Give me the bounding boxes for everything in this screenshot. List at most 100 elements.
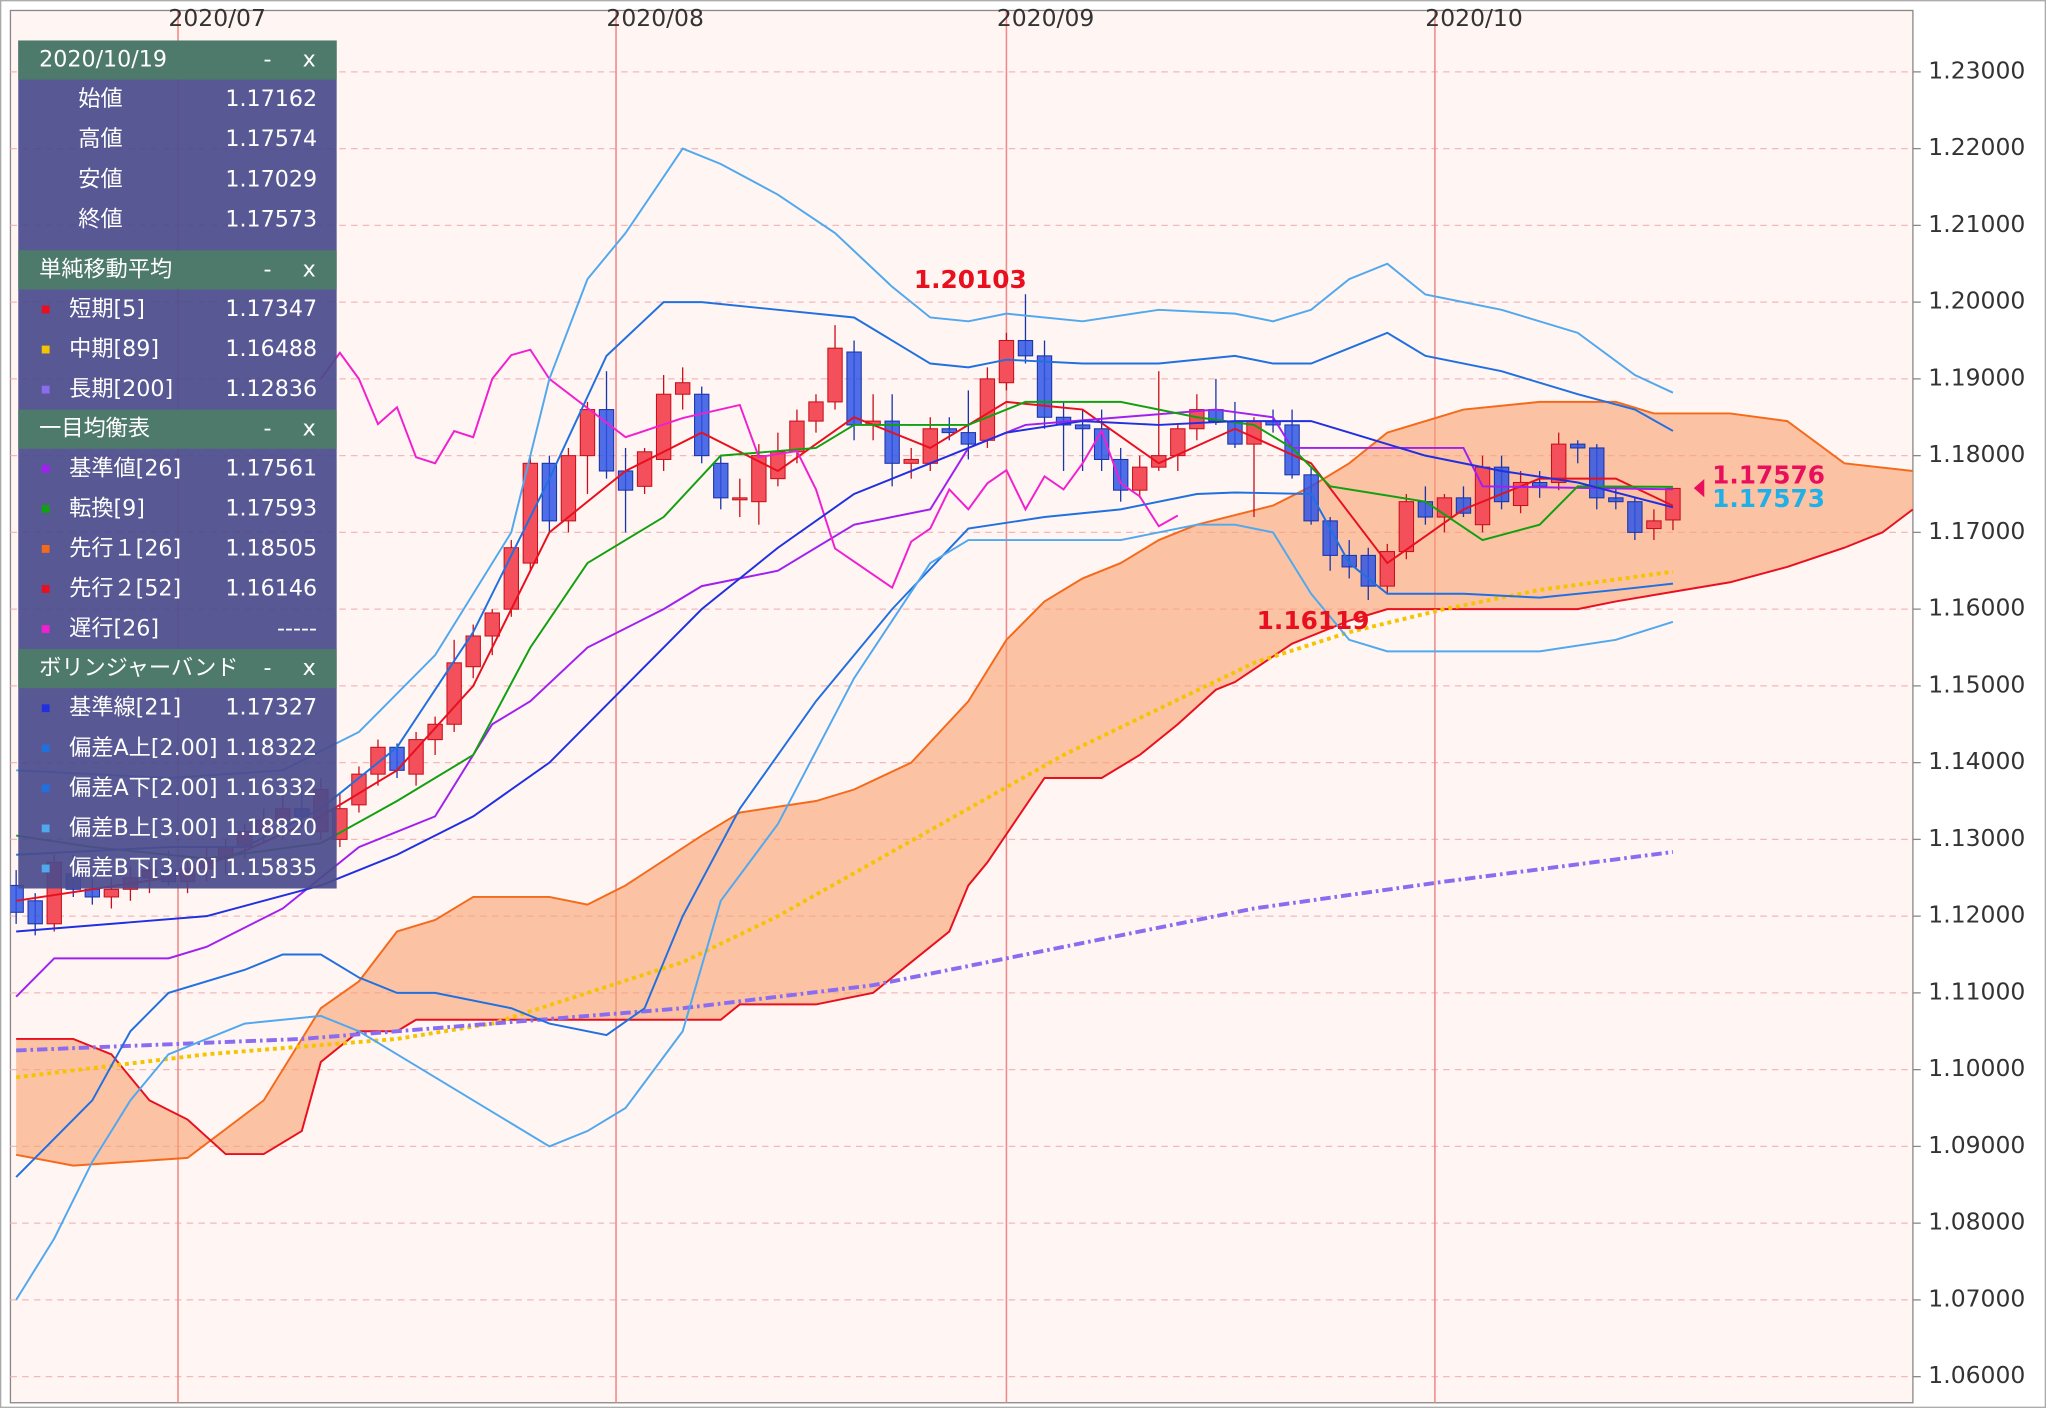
candle-body <box>789 420 805 453</box>
candle-body <box>427 723 443 741</box>
row-label: 中期[89] <box>69 336 159 362</box>
candle-body <box>713 462 729 499</box>
candle-body <box>1132 466 1148 491</box>
row-label: 始値 <box>78 86 122 112</box>
row-value: 1.17573 <box>225 206 317 232</box>
row-value: 1.17593 <box>225 495 317 521</box>
legend-swatch <box>41 704 50 713</box>
candle-body <box>1550 443 1567 484</box>
y-tick-label: 1.23000 <box>1928 56 2025 84</box>
close-button[interactable]: x <box>303 47 316 73</box>
row-value: 1.15835 <box>225 855 317 881</box>
close-button[interactable]: x <box>303 655 316 681</box>
candle-body <box>560 455 577 522</box>
row-label: 基準線[21] <box>69 695 181 721</box>
indicator-line <box>16 420 1674 933</box>
x-tick-label: 2020/07 <box>168 4 266 32</box>
candle-body <box>1360 554 1376 587</box>
high-label: 1.20103 <box>914 265 1027 294</box>
low-label: 1.16119 <box>1257 606 1370 635</box>
candle-body <box>827 347 843 403</box>
indicator-line <box>15 523 1674 1301</box>
candle-body <box>1036 355 1053 418</box>
y-tick-label: 1.19000 <box>1928 363 2025 391</box>
candle-body <box>484 612 500 637</box>
candle-body <box>1608 497 1624 503</box>
candle-body <box>1227 420 1243 445</box>
candle-body <box>370 746 386 775</box>
row-label: 偏差A上[2.00] <box>69 735 217 761</box>
y-tick-label: 1.10000 <box>1928 1054 2025 1082</box>
row-label: 高値 <box>78 126 122 152</box>
axes: 1.06000 1.07000 1.08000 1.09000 1.10000 1.110… <box>168 4 2025 1389</box>
candle-body <box>884 420 900 464</box>
row-value: 1.17327 <box>225 695 317 721</box>
indicator-line <box>15 491 1674 1178</box>
row-label: 基準値[26] <box>69 455 181 481</box>
minimize-button[interactable]: - <box>263 47 271 73</box>
panel-header <box>18 409 337 449</box>
close-button[interactable]: x <box>303 416 316 442</box>
candle-body <box>732 497 748 501</box>
panel-header <box>18 40 337 80</box>
row-value: 1.16146 <box>225 575 317 601</box>
row-value: 1.17574 <box>225 126 317 152</box>
candle-body <box>1303 474 1319 522</box>
candle-body <box>808 401 824 422</box>
y-tick-label: 1.15000 <box>1928 670 2025 698</box>
y-tick-label: 1.07000 <box>1928 1284 2025 1312</box>
minimize-button[interactable]: - <box>263 256 271 282</box>
indicator-line <box>320 348 1179 590</box>
legend-swatch <box>41 504 50 513</box>
plot <box>10 147 1913 1301</box>
row-value: 1.16332 <box>225 775 317 801</box>
panel-title: 一目均衡表 <box>39 416 150 442</box>
row-label: 偏差B上[3.00] <box>69 815 217 841</box>
panel-title: ボリンジャーバンド <box>39 655 238 681</box>
row-label: 先行１[26] <box>69 535 181 561</box>
panel-title: 単純移動平均 <box>39 256 172 282</box>
current-price-label: 1.17576 <box>1712 460 1825 489</box>
y-tick-label: 1.08000 <box>1928 1208 2025 1236</box>
candle-body <box>694 393 710 457</box>
y-tick-label: 1.13000 <box>1928 824 2025 852</box>
candle-body <box>903 458 919 464</box>
indicator-line <box>15 569 1674 1080</box>
y-tick-label: 1.21000 <box>1928 210 2025 238</box>
minimize-button[interactable]: - <box>263 416 271 442</box>
x-tick-label: 2020/10 <box>1425 4 1523 32</box>
row-label: 短期[5] <box>69 296 145 322</box>
indicator-line <box>16 301 1674 856</box>
indicator-line <box>16 147 1674 779</box>
candle-body <box>1570 443 1586 449</box>
legend-swatch <box>41 345 50 354</box>
close-button[interactable]: x <box>303 256 316 282</box>
y-tick-label: 1.16000 <box>1928 594 2025 622</box>
legend-swatch <box>41 625 50 633</box>
row-label: 先行２[52] <box>69 575 181 601</box>
minimize-button[interactable]: - <box>263 655 271 681</box>
candle-body <box>1531 481 1548 487</box>
candle-body <box>1284 424 1300 476</box>
legend-swatch <box>41 385 50 394</box>
row-value: 1.17029 <box>225 166 317 192</box>
row-value: 1.17561 <box>225 455 317 481</box>
candle-body <box>465 635 481 668</box>
candle-body <box>579 409 596 457</box>
candle-body <box>1646 520 1662 530</box>
y-tick-label: 1.11000 <box>1928 977 2025 1005</box>
candle-body <box>1017 339 1034 357</box>
row-value: ----- <box>277 616 317 642</box>
row-value: 1.12836 <box>225 376 317 402</box>
x-tick-label: 2020/09 <box>997 4 1095 32</box>
candle-body <box>1627 501 1643 533</box>
candle-body <box>1589 447 1605 499</box>
candle-body <box>636 451 653 487</box>
candle-body <box>446 662 462 725</box>
candle-body <box>1151 455 1167 468</box>
candle-body <box>103 888 120 898</box>
candle-body <box>674 382 691 395</box>
